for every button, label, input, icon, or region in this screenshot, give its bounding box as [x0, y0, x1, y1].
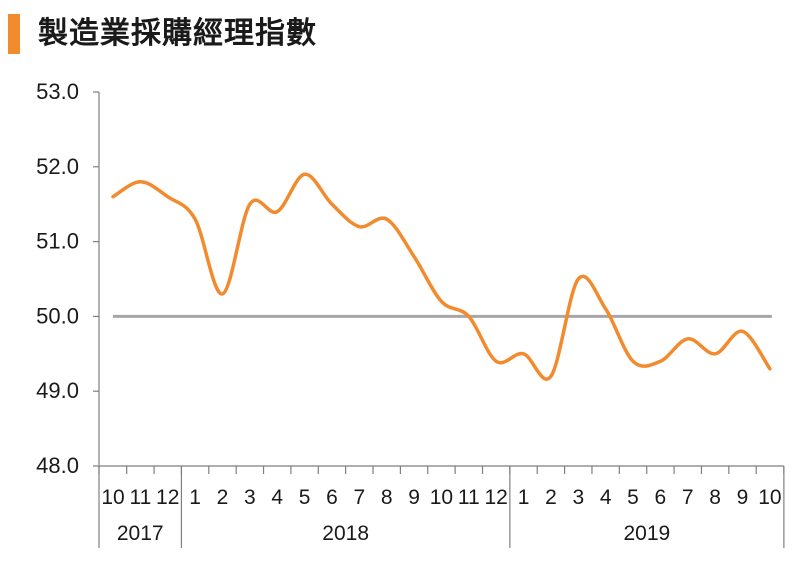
- x-tick-label: 7: [353, 486, 365, 509]
- y-tick-label: 49.0: [36, 378, 79, 403]
- x-tick-label: 4: [271, 486, 283, 509]
- x-tick-label: 7: [682, 486, 694, 509]
- x-tick-label: 3: [244, 486, 256, 509]
- x-tick-label: 3: [572, 486, 584, 509]
- title-accent-bar: [8, 14, 20, 54]
- x-tick-label: 12: [485, 486, 508, 509]
- x-tick-label: 5: [299, 486, 311, 509]
- x-tick-label: 9: [737, 486, 749, 509]
- year-label: 2018: [322, 522, 369, 545]
- y-tick-label: 48.0: [36, 453, 79, 478]
- x-tick-label: 9: [408, 486, 420, 509]
- x-tick-label: 8: [709, 486, 721, 509]
- y-tick-label: 53.0: [36, 79, 79, 104]
- x-tick-label: 11: [458, 486, 480, 509]
- y-tick-label: 51.0: [36, 229, 79, 254]
- x-tick-label: 2: [217, 486, 229, 509]
- x-tick-label: 5: [627, 486, 639, 509]
- x-tick-label: 10: [101, 486, 124, 509]
- x-tick-label: 2: [545, 486, 557, 509]
- x-tick-label: 1: [518, 486, 530, 509]
- x-tick-label: 10: [430, 486, 453, 509]
- pmi-series-line: [111, 172, 772, 381]
- year-label: 2017: [117, 522, 164, 545]
- x-tick-label: 1: [189, 486, 201, 509]
- x-tick-label: 8: [381, 486, 393, 509]
- y-tick-label: 50.0: [36, 303, 79, 328]
- x-tick-label: 6: [655, 486, 667, 509]
- x-tick-label: 11: [129, 486, 151, 509]
- year-label: 2019: [624, 522, 671, 545]
- x-tick-label: 6: [326, 486, 338, 509]
- chart-title: 製造業採購經理指數: [38, 16, 317, 51]
- x-tick-label: 4: [600, 486, 612, 509]
- x-tick-label: 10: [758, 486, 781, 509]
- y-tick-label: 52.0: [36, 154, 79, 179]
- x-tick-label: 12: [156, 486, 179, 509]
